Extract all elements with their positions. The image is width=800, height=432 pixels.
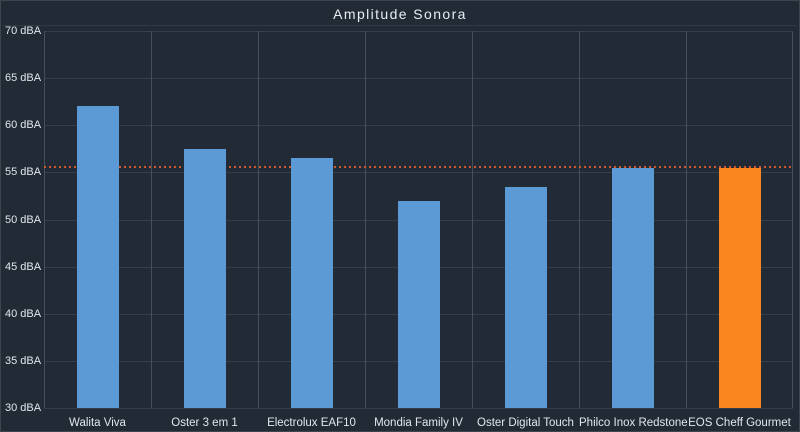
vertical-gridline (44, 31, 45, 408)
y-tick-label: 65 dBA (5, 72, 42, 85)
vertical-gridline (686, 31, 687, 408)
bar-electrolux-eaf10 (290, 158, 333, 408)
y-tick-label: 50 dBA (5, 213, 42, 226)
reference-line (44, 165, 793, 168)
y-tick-label: 55 dBA (5, 166, 42, 179)
bar-oster-digital-touch (504, 186, 547, 408)
plot-area (44, 31, 793, 409)
horizontal-gridline (44, 78, 793, 80)
y-tick-label: 70 dBA (5, 25, 42, 37)
bar-eos-cheff-gourmet (718, 167, 761, 408)
y-tick-label: 35 dBA (5, 354, 42, 367)
y-tick-label: 40 dBA (5, 307, 42, 320)
bar-oster-3-em-1 (183, 148, 226, 408)
chart-title: Amplitude Sonora (333, 6, 467, 22)
title-separator (3, 25, 797, 26)
bar-walita-viva (76, 106, 119, 408)
bar-mondia-family-iv (397, 200, 440, 408)
x-category-label: Mondia Family IV (374, 417, 463, 429)
x-category-label: Walita Viva (69, 417, 126, 429)
horizontal-gridline (44, 31, 793, 32)
horizontal-gridline (44, 408, 793, 409)
x-category-label: EOS Cheff Gourmet (688, 417, 791, 429)
x-category-label: Electrolux EAF10 (267, 417, 356, 429)
y-tick-label: 60 dBA (5, 119, 42, 132)
x-category-label: Philco Inox Redstone (579, 417, 688, 429)
vertical-gridline (151, 31, 152, 408)
vertical-gridline (258, 31, 259, 408)
vertical-gridline (472, 31, 473, 408)
horizontal-gridline (44, 172, 793, 174)
bar-philco-inox-redstone (611, 167, 654, 408)
horizontal-gridline (44, 125, 793, 127)
x-category-label: Oster 3 em 1 (171, 417, 238, 429)
x-category-label: Oster Digital Touch (477, 417, 574, 429)
vertical-gridline (792, 31, 793, 408)
vertical-gridline (365, 31, 366, 408)
vertical-gridline (579, 31, 580, 408)
bars-layer (44, 31, 793, 408)
y-tick-label: 30 dBA (5, 402, 42, 414)
y-tick-label: 45 dBA (5, 260, 42, 273)
